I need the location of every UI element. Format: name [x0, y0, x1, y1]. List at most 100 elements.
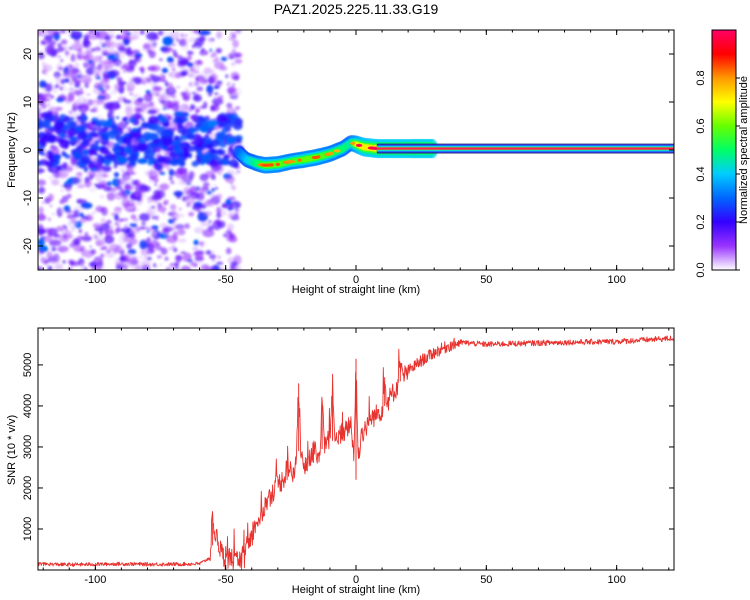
noise-blob	[149, 74, 156, 79]
noise-blob	[172, 102, 180, 112]
snr-y-tick-label: 5000	[22, 353, 34, 377]
noise-blob	[110, 123, 118, 130]
noise-blob	[57, 169, 69, 179]
noise-blob	[133, 59, 137, 63]
noise-blob	[224, 175, 235, 183]
noise-blob	[168, 62, 176, 68]
noise-blob	[81, 139, 90, 147]
noise-blob	[117, 201, 123, 205]
noise-blob	[234, 58, 243, 64]
noise-blob	[43, 92, 52, 98]
noise-blob	[139, 188, 146, 193]
noise-blob	[184, 88, 189, 92]
noise-blob	[145, 90, 151, 94]
noise-blob	[164, 81, 169, 87]
noise-blob	[181, 37, 188, 47]
noise-blob	[38, 249, 45, 255]
noise-blob	[38, 228, 46, 235]
noise-blob	[203, 75, 209, 79]
noise-blob	[85, 250, 92, 259]
noise-blob	[146, 141, 157, 150]
noise-blob	[124, 223, 129, 229]
noise-blob	[215, 48, 222, 54]
noise-blob	[123, 175, 134, 186]
noise-blob	[195, 45, 200, 50]
noise-blob	[65, 50, 70, 56]
noise-blob	[162, 100, 173, 110]
noise-blob	[124, 218, 128, 222]
noise-blob	[147, 48, 152, 53]
noise-blob	[65, 209, 73, 214]
noise-blob	[201, 40, 205, 44]
noise-blob	[170, 181, 175, 184]
noise-blob	[188, 36, 197, 43]
noise-blob	[211, 174, 216, 181]
noise-blob	[197, 109, 201, 112]
noise-blob	[139, 239, 148, 250]
noise-blob	[104, 230, 115, 236]
noise-blob	[216, 261, 224, 265]
noise-blob	[63, 98, 68, 101]
noise-blob	[161, 229, 170, 234]
noise-blob	[122, 37, 130, 46]
snr-y-tick-label: 4000	[22, 394, 34, 418]
colorbar-tick-label: 0.8	[695, 70, 707, 85]
noise-blob	[212, 96, 219, 99]
noise-blob	[198, 117, 206, 123]
noise-blob	[106, 250, 111, 253]
noise-blob	[167, 247, 175, 251]
noise-blob	[98, 40, 105, 46]
noise-blob	[193, 70, 200, 74]
noise-blob	[187, 80, 197, 88]
noise-blob	[153, 263, 157, 268]
noise-blob	[128, 153, 139, 162]
noise-blob	[38, 52, 45, 60]
noise-blob	[64, 70, 75, 76]
noise-blob	[159, 183, 170, 191]
noise-blob	[69, 261, 81, 266]
noise-blob	[139, 226, 147, 230]
noise-blob	[168, 168, 175, 177]
colorbar-gradient	[712, 30, 736, 270]
noise-blob	[193, 60, 204, 66]
noise-blob	[173, 190, 184, 197]
noise-blob	[38, 167, 44, 174]
noise-blob	[234, 209, 240, 212]
noise-blob	[85, 214, 94, 222]
noise-blob	[39, 138, 46, 143]
noise-blob	[226, 82, 231, 87]
noise-blob	[231, 62, 236, 67]
noise-blob	[184, 34, 188, 37]
noise-blob	[211, 38, 215, 41]
noise-blob	[72, 103, 78, 108]
noise-blob	[80, 87, 83, 90]
noise-blob	[114, 228, 120, 234]
noise-blob	[191, 92, 196, 95]
noise-blob	[120, 36, 124, 40]
noise-blob	[172, 217, 177, 221]
noise-blob	[59, 200, 65, 205]
noise-blob	[164, 46, 173, 52]
noise-blob	[191, 160, 199, 167]
noise-blob	[193, 42, 199, 46]
noise-blob	[220, 56, 228, 62]
noise-blob	[99, 60, 105, 64]
noise-blob	[180, 265, 191, 270]
noise-blob	[83, 62, 90, 68]
noise-blob	[228, 52, 241, 59]
ridge-core	[355, 143, 363, 147]
noise-blob	[176, 123, 184, 129]
noise-blob	[175, 30, 181, 34]
noise-blob	[77, 51, 86, 56]
noise-blob	[38, 149, 44, 155]
noise-blob	[126, 143, 133, 149]
noise-blob	[46, 150, 53, 156]
noise-blob	[92, 106, 98, 113]
noise-blob	[195, 77, 199, 83]
noise-blob	[190, 141, 195, 145]
noise-blob	[43, 123, 49, 128]
noise-blob	[148, 65, 161, 72]
noise-blob	[210, 139, 221, 148]
noise-blob	[179, 66, 190, 72]
noise-blob	[198, 261, 203, 265]
